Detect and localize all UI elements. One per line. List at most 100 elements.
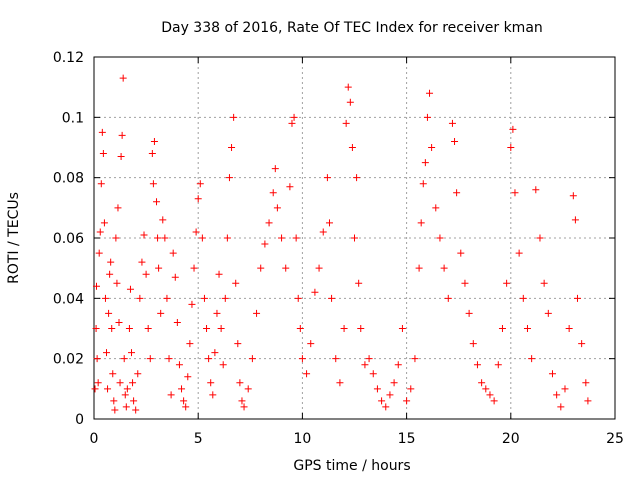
data-point [200, 294, 208, 302]
data-point [398, 325, 406, 332]
data-point [432, 204, 440, 212]
data-point [311, 288, 319, 296]
data-point [115, 318, 123, 326]
data-point [553, 391, 561, 399]
data-point [186, 340, 194, 348]
data-point [190, 264, 198, 272]
data-point [244, 385, 252, 393]
data-point [192, 228, 200, 236]
data-point [386, 391, 394, 399]
data-point [138, 258, 146, 266]
data-point [565, 325, 573, 332]
x-tick-label: 0 [90, 431, 99, 447]
data-point [223, 234, 231, 242]
data-point [357, 325, 365, 332]
data-point [91, 385, 99, 393]
data-point [123, 385, 131, 393]
data-point [296, 325, 304, 332]
data-point [509, 125, 517, 133]
data-point [519, 294, 527, 302]
data-point [325, 219, 333, 227]
data-point [134, 370, 142, 378]
data-point [571, 216, 579, 224]
data-point [182, 403, 190, 411]
data-point [540, 279, 548, 287]
data-point [278, 234, 286, 242]
data-point [167, 391, 175, 399]
data-point [369, 370, 377, 378]
data-point [348, 144, 356, 151]
data-point [353, 174, 361, 182]
data-point [129, 379, 137, 387]
data-point [104, 385, 112, 393]
data-point [415, 264, 423, 272]
data-point [95, 249, 103, 257]
data-point [490, 397, 498, 405]
data-point [103, 349, 111, 357]
data-point [532, 186, 540, 194]
data-point [473, 361, 481, 369]
data-point [211, 349, 219, 357]
data-point [544, 309, 552, 317]
data-point [112, 234, 120, 242]
data-point [111, 406, 119, 414]
data-point [469, 340, 477, 348]
data-point [444, 294, 452, 302]
data-point [178, 385, 186, 393]
data-point [240, 403, 248, 411]
data-point [149, 180, 157, 188]
y-axis-label: ROTI / TECUs [6, 192, 22, 284]
data-point [110, 397, 118, 405]
data-point [403, 397, 411, 405]
data-point [132, 406, 140, 414]
data-point [97, 180, 105, 188]
data-point [148, 150, 156, 158]
data-point [423, 113, 431, 121]
data-point [128, 349, 136, 357]
data-point [234, 340, 242, 348]
data-point [221, 294, 229, 302]
data-point [344, 83, 352, 91]
data-point [144, 325, 152, 332]
data-point [107, 258, 115, 266]
data-point [303, 370, 311, 378]
data-point [436, 234, 444, 242]
data-point [342, 119, 350, 127]
data-point [419, 180, 427, 188]
data-point [142, 270, 150, 278]
y-tick-label: 0.02 [53, 352, 84, 368]
data-point [126, 285, 134, 293]
data-point [336, 379, 344, 387]
data-point [120, 355, 128, 363]
data-point [130, 397, 138, 405]
data-point [163, 294, 171, 302]
data-point [332, 355, 340, 363]
data-point [584, 397, 592, 405]
data-point [217, 325, 225, 332]
y-tick-label: 0 [75, 412, 84, 428]
data-point [146, 355, 154, 363]
data-point [573, 294, 581, 302]
data-point [373, 385, 381, 393]
data-point [536, 234, 544, 242]
data-point [407, 385, 415, 393]
data-point [288, 119, 296, 127]
data-point [230, 113, 238, 121]
y-tick-label: 0.08 [53, 171, 84, 187]
data-point [351, 234, 358, 242]
data-point [257, 264, 265, 272]
data-point [117, 153, 125, 161]
data-point [238, 397, 246, 405]
data-point [503, 279, 511, 287]
data-point [582, 379, 590, 387]
x-tick-label: 25 [606, 431, 624, 447]
data-point [482, 385, 490, 393]
data-point [184, 373, 192, 381]
data-point [106, 270, 114, 278]
data-point [515, 249, 523, 257]
data-point [165, 355, 173, 363]
data-point [213, 309, 221, 317]
data-point [228, 144, 236, 151]
data-point [94, 379, 102, 387]
data-point [578, 340, 586, 348]
